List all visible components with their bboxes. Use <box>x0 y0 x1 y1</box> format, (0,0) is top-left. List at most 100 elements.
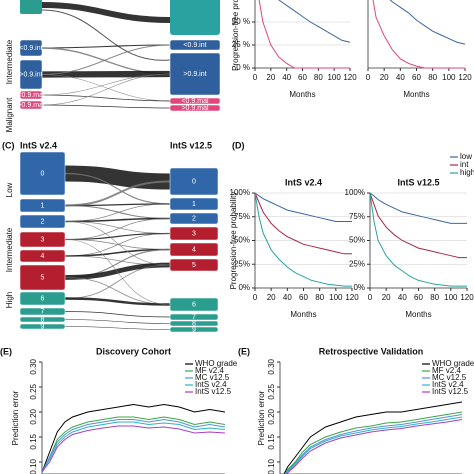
y-tick-label: 50% <box>349 236 365 245</box>
sankey-flow <box>64 262 171 280</box>
x-tick-label: 20 <box>266 73 275 82</box>
node-label: 8 <box>192 320 196 327</box>
legend-label: IntS v12.5 <box>195 387 232 396</box>
node-label: 4 <box>192 246 196 253</box>
x-tick-label: 0 <box>253 293 258 302</box>
node-label: <0.9.mal <box>17 92 44 99</box>
legend-label: IntS v2.4 <box>432 380 464 389</box>
sankey-node <box>169 320 219 327</box>
axes <box>254 193 352 289</box>
y-tick-label: 25 % <box>232 40 250 49</box>
y-tick-label: 100% <box>345 188 365 197</box>
sankey-flow <box>64 248 171 257</box>
x-tick-label: 60 <box>298 73 307 82</box>
legend-label: int <box>460 160 469 169</box>
sankey-node <box>169 226 219 241</box>
node-label: >0.9.mal <box>181 105 208 112</box>
x-tick-label: 0 <box>368 293 373 302</box>
sankey-flow <box>64 221 171 266</box>
sankey-node <box>169 297 219 312</box>
legend-label: IntS v12.5 <box>432 387 469 396</box>
legend-label: IntS v2.4 <box>195 380 227 389</box>
x-tick-label: 80 <box>314 73 323 82</box>
node-label: <0.9.int <box>19 45 42 52</box>
sankey-flow <box>64 221 171 234</box>
series-line <box>283 401 463 474</box>
series-line <box>42 418 226 473</box>
x-axis-label: Months <box>403 90 429 99</box>
y-tick-label: 25% <box>234 259 250 268</box>
y-tick-label: 0.20 <box>29 408 38 424</box>
sankey-flow <box>41 44 171 49</box>
sankey-node <box>169 197 219 211</box>
node-label: 8 <box>41 316 45 323</box>
x-tick-label: 60 <box>414 293 423 302</box>
x-tick-label: 120 <box>460 293 474 302</box>
sankey-node <box>20 0 42 14</box>
panel-label: (C) <box>2 140 15 150</box>
x-tick-label: 40 <box>398 293 407 302</box>
y-tick-label: 0 % <box>236 63 250 72</box>
sankey-node <box>19 316 66 323</box>
x-tick-label: 40 <box>283 293 292 302</box>
x-tick-label: 20 <box>382 293 391 302</box>
side-label: Malignant <box>5 97 14 132</box>
side-label: Low <box>5 182 14 197</box>
node-label: 1 <box>41 202 45 209</box>
x-axis-label: Months <box>290 310 316 319</box>
legend-label: MC v12.5 <box>432 373 467 382</box>
column-title: IntS v12.5 <box>170 140 212 150</box>
y-tick-label: 0% <box>353 283 365 292</box>
sankey-flow <box>64 319 171 324</box>
x-tick-label: 60 <box>299 293 308 302</box>
node-label: 7 <box>41 308 45 315</box>
y-tick-label: 75% <box>349 212 365 221</box>
sankey-node <box>19 59 43 90</box>
node-label: 9 <box>41 323 45 330</box>
axes <box>279 362 462 474</box>
legend-label: WHO grade <box>195 359 238 368</box>
y-axis-label: Progression-free probability <box>231 0 240 71</box>
node-label: 7 <box>192 314 196 321</box>
axes <box>369 193 467 289</box>
y-tick-label: 0.30 <box>29 358 38 374</box>
sankey-flow <box>64 204 171 220</box>
y-tick-label: 0.25 <box>29 383 38 399</box>
x-tick-label: 60 <box>412 73 421 82</box>
node-label: >0.9.int <box>183 71 206 78</box>
series-line <box>255 192 352 255</box>
sankey-node <box>19 291 66 306</box>
node-label: <0.9.mal <box>181 98 208 105</box>
sankey-flow <box>41 2 171 23</box>
y-tick-label: 0.15 <box>29 433 38 449</box>
sankey-flow <box>41 73 171 106</box>
series-line <box>370 192 467 259</box>
sankey-node <box>19 264 66 291</box>
sankey-flow <box>64 232 171 241</box>
x-tick-label: 20 <box>380 73 389 82</box>
node-label: 2 <box>192 215 196 222</box>
chart-title: IntS v12.5 <box>397 177 439 187</box>
side-label: High <box>5 292 14 308</box>
node-label: 5 <box>41 274 45 281</box>
sankey-node <box>169 39 221 51</box>
axes <box>254 0 350 69</box>
sankey-flow <box>64 239 171 305</box>
node-label: 2 <box>41 218 45 225</box>
sankey-node <box>169 313 219 321</box>
sankey-flow <box>64 180 171 207</box>
sankey-node <box>19 231 66 248</box>
axes <box>41 362 225 474</box>
sankey-flow <box>64 326 171 330</box>
x-tick-label: 100 <box>327 73 341 82</box>
sankey-node <box>169 242 219 257</box>
sankey-node <box>19 39 43 57</box>
series-line <box>255 192 352 222</box>
x-tick-label: 0 <box>366 73 371 82</box>
sankey-flow <box>41 9 171 61</box>
sankey-flow <box>64 264 171 299</box>
series-line <box>370 192 467 287</box>
y-axis-label: Prediction error <box>257 390 266 445</box>
y-tick-label: 25% <box>349 259 365 268</box>
